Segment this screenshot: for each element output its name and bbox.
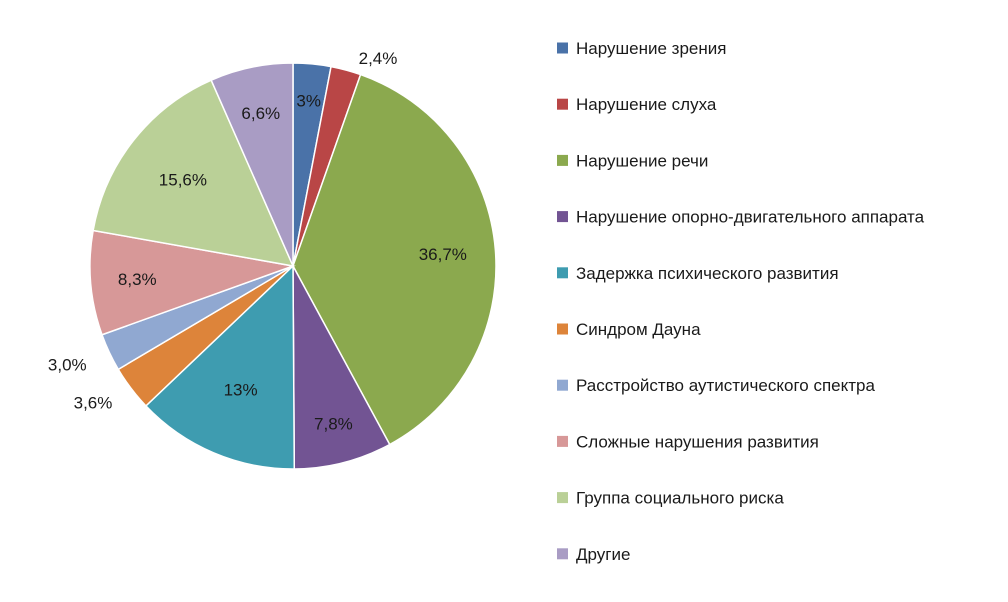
pie-slice-9	[92, 79, 295, 267]
legend-label-1: Нарушение зрения	[576, 39, 726, 58]
legend-label-7: Расстройство аутистического спектра	[576, 376, 875, 395]
slice-label-4: 7,8%	[314, 414, 353, 433]
pie-slice-8	[89, 229, 296, 336]
slice-label-10: 6,6%	[241, 104, 280, 123]
legend: Нарушение зрения Нарушение слуха Нарушение…	[557, 39, 925, 564]
legend-swatch-9	[557, 492, 568, 504]
pie-slice-3	[292, 73, 497, 446]
legend-swatch-10	[557, 548, 568, 560]
legend-label-6: Синдром Дауна	[576, 320, 701, 339]
slice-label-5: 13%	[224, 380, 258, 399]
pie-slice-labels: 3% 2,4% 36,7% 7,8% 13% 3,6% 3,0% 8,3% 15,6% 6,6%	[48, 49, 467, 433]
legend-label-8: Сложные нарушения развития	[576, 432, 819, 451]
slice-label-9: 15,6%	[159, 171, 207, 190]
legend-swatch-5	[557, 267, 568, 279]
legend-swatch-1	[557, 42, 568, 54]
legend-label-2: Нарушение слуха	[576, 95, 717, 114]
pie-slice-5	[144, 264, 296, 470]
slice-label-8: 8,3%	[118, 270, 157, 289]
pie-slices	[89, 62, 497, 470]
slice-label-6: 3,6%	[74, 393, 113, 412]
legend-label-4: Нарушение опорно-двигательного аппарата	[576, 208, 925, 227]
slice-label-2: 2,4%	[359, 49, 398, 68]
legend-swatch-8	[557, 435, 568, 447]
legend-swatch-3	[557, 154, 568, 166]
legend-label-10: Другие	[576, 545, 630, 564]
legend-swatch-2	[557, 98, 568, 110]
legend-swatch-7	[557, 379, 568, 391]
pie-slice-10	[210, 62, 294, 267]
pie-slice-4	[292, 265, 391, 470]
legend-label-9: Группа социального риска	[576, 489, 784, 508]
legend-label-3: Нарушение речи	[576, 151, 708, 170]
legend-swatch-4	[557, 211, 568, 223]
legend-label-5: Задержка психического развития	[576, 264, 839, 283]
slice-label-3: 36,7%	[419, 245, 467, 264]
legend-swatch-6	[557, 323, 568, 335]
slice-label-1: 3%	[296, 91, 321, 110]
slice-label-7: 3,0%	[48, 355, 87, 374]
